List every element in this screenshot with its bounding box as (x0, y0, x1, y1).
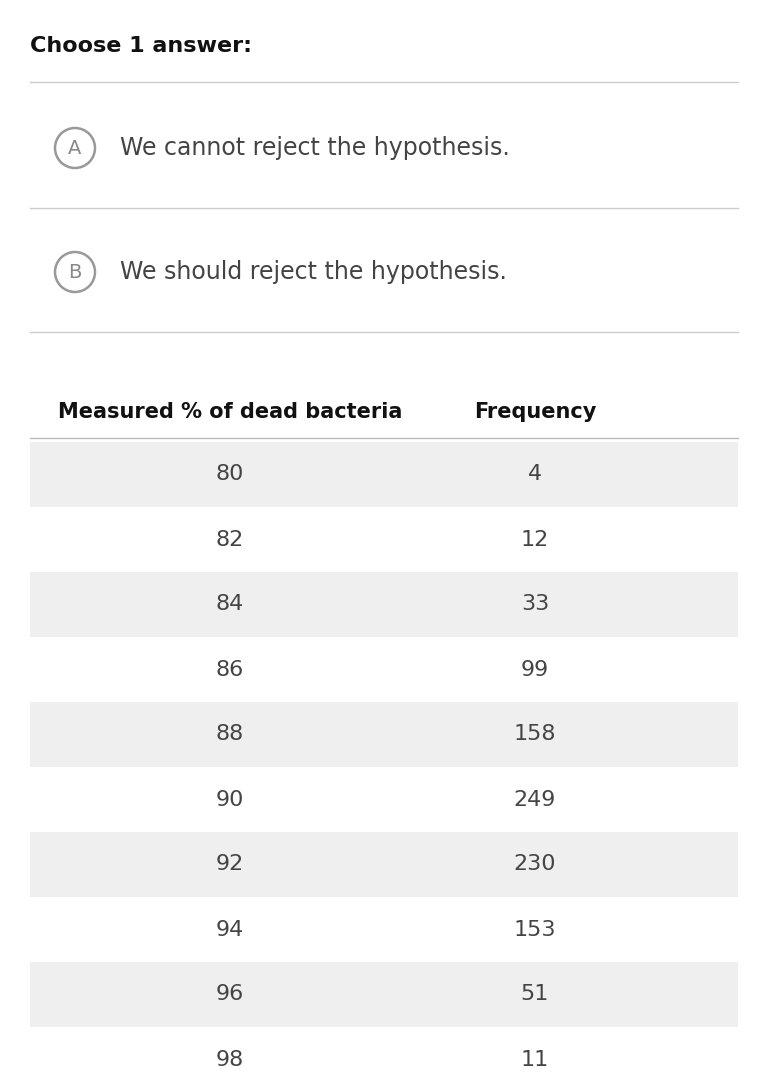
Text: 92: 92 (216, 855, 244, 875)
Text: A: A (68, 139, 81, 157)
FancyBboxPatch shape (30, 442, 738, 507)
FancyBboxPatch shape (30, 832, 738, 897)
FancyBboxPatch shape (30, 572, 738, 637)
Text: 96: 96 (216, 985, 244, 1005)
Text: 99: 99 (521, 660, 549, 679)
Text: 84: 84 (216, 594, 244, 615)
Text: 4: 4 (528, 464, 542, 485)
Text: Measured % of dead bacteria: Measured % of dead bacteria (58, 402, 402, 422)
Text: 94: 94 (216, 919, 244, 939)
Text: 51: 51 (521, 985, 549, 1005)
FancyBboxPatch shape (30, 702, 738, 767)
Text: B: B (68, 262, 81, 282)
Text: 158: 158 (514, 724, 556, 745)
Text: 230: 230 (514, 855, 556, 875)
Text: 249: 249 (514, 790, 556, 809)
Text: 82: 82 (216, 530, 244, 549)
Text: 98: 98 (216, 1049, 244, 1069)
Text: 153: 153 (514, 919, 556, 939)
Text: We cannot reject the hypothesis.: We cannot reject the hypothesis. (120, 136, 510, 161)
Text: 88: 88 (216, 724, 244, 745)
Text: 80: 80 (216, 464, 244, 485)
FancyBboxPatch shape (30, 962, 738, 1026)
Text: 12: 12 (521, 530, 549, 549)
Text: 90: 90 (216, 790, 244, 809)
Text: We should reject the hypothesis.: We should reject the hypothesis. (120, 260, 507, 284)
Text: 86: 86 (216, 660, 244, 679)
Text: 11: 11 (521, 1049, 549, 1069)
Text: Frequency: Frequency (474, 402, 596, 422)
Text: Choose 1 answer:: Choose 1 answer: (30, 36, 252, 56)
Text: 33: 33 (521, 594, 549, 615)
